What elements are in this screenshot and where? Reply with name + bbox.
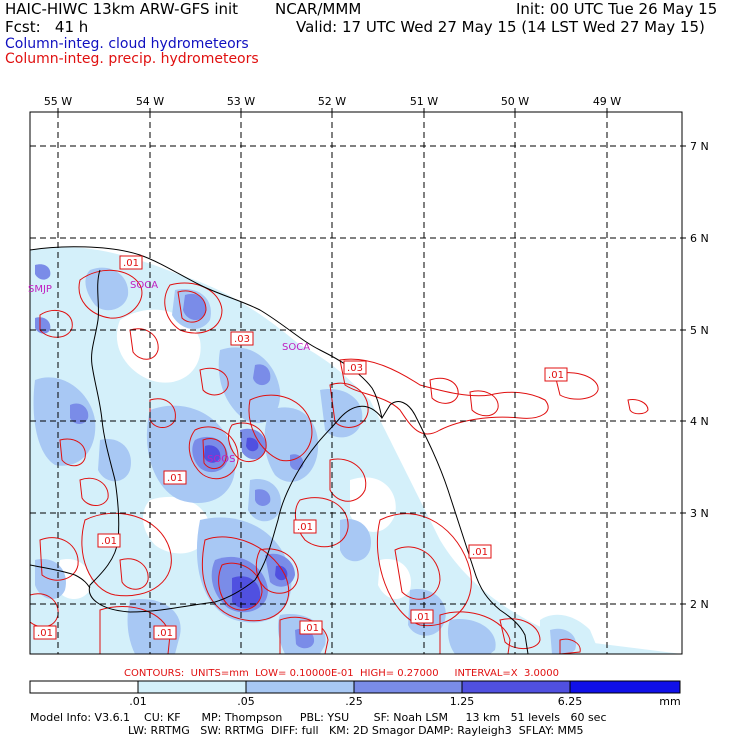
precip-legend: Column-integ. precip. hydrometeors	[5, 51, 259, 67]
lat-label: 3 N	[690, 507, 709, 520]
cloud-legend: Column-integ. cloud hydrometeors	[5, 36, 249, 52]
svg-text:.03: .03	[347, 363, 363, 374]
svg-text:.03: .03	[234, 334, 250, 345]
model-info-line2: LW: RRTMG SW: RRTMG DIFF: full KM: 2D Sm…	[128, 724, 584, 737]
lat-label: 5 N	[690, 324, 709, 337]
graticule	[30, 112, 682, 654]
svg-text:.01: .01	[157, 628, 173, 639]
svg-text:.01: .01	[472, 547, 488, 558]
contour-label: .01	[468, 544, 492, 559]
lat-label: 7 N	[690, 140, 709, 153]
lat-label: 6 N	[690, 232, 709, 245]
shading-layer	[30, 246, 682, 654]
svg-text:.01: .01	[167, 473, 183, 484]
colorbar-cell	[137, 680, 247, 694]
station-label: SMJP	[28, 284, 52, 295]
lat-label: 2 N	[690, 598, 709, 611]
contour-label: .01	[97, 533, 121, 548]
svg-text:.01: .01	[297, 522, 313, 533]
colorbar-cell	[569, 680, 681, 694]
svg-text:.01: .01	[303, 623, 319, 634]
contour-label: .01	[299, 620, 323, 635]
colorbar-cell	[461, 680, 571, 694]
init-time: Init: 00 UTC Tue 26 May 15	[516, 0, 718, 18]
lat-label: 4 N	[690, 415, 709, 428]
contour-label: .01	[119, 255, 143, 270]
colorbar-tick: .01	[129, 695, 147, 708]
contour-label: .01	[33, 625, 57, 640]
lon-label: 52 W	[318, 95, 346, 108]
contour-label: .01	[293, 519, 317, 534]
model-title: HAIC-HIWC 13km ARW-GFS init	[5, 0, 239, 18]
station-label: SOCA	[130, 280, 158, 291]
valid-time: Valid: 17 UTC Wed 27 May 15 (14 LST Wed …	[296, 18, 705, 36]
svg-text:.01: .01	[123, 258, 139, 269]
lon-label: 50 W	[501, 95, 529, 108]
org-label: NCAR/MMM	[275, 0, 362, 18]
lon-label: 53 W	[227, 95, 255, 108]
contour-label: .01	[163, 470, 187, 485]
contour-label: .01	[410, 609, 434, 624]
svg-text:.01: .01	[37, 628, 53, 639]
lon-label: 49 W	[593, 95, 621, 108]
svg-text:.01: .01	[414, 612, 430, 623]
coastline	[30, 246, 529, 654]
contour-label: .03	[343, 360, 367, 375]
colorbar-cell	[245, 680, 355, 694]
forecast-hour: Fcst: 41 h	[5, 18, 89, 36]
colorbar-tick: .05	[237, 695, 255, 708]
contour-label: .01	[153, 625, 177, 640]
model-info-line1: Model Info: V3.6.1 CU: KF MP: Thompson P…	[30, 711, 607, 724]
colorbar-tick: .25	[345, 695, 363, 708]
lon-label: 55 W	[44, 95, 72, 108]
colorbar-tick: 6.25	[558, 695, 583, 708]
map-frame	[29, 111, 683, 655]
contour-label: .03	[230, 331, 254, 346]
svg-text:.01: .01	[101, 536, 117, 547]
colorbar-tick: 1.25	[450, 695, 475, 708]
colorbar-units: mm	[659, 695, 680, 708]
colorbar-cell	[353, 680, 463, 694]
svg-text:.01: .01	[548, 370, 564, 381]
tick-marks	[57, 108, 686, 605]
station-label: SOOS	[207, 454, 235, 465]
lon-label: 54 W	[136, 95, 164, 108]
colorbar	[29, 680, 681, 694]
station-label: SOCA	[282, 342, 310, 353]
lon-label: 51 W	[410, 95, 438, 108]
contour-info: CONTOURS: UNITS=mm LOW= 0.10000E-01 HIGH…	[124, 668, 559, 679]
contour-label: .01	[544, 367, 568, 382]
colorbar-cell	[29, 680, 139, 694]
